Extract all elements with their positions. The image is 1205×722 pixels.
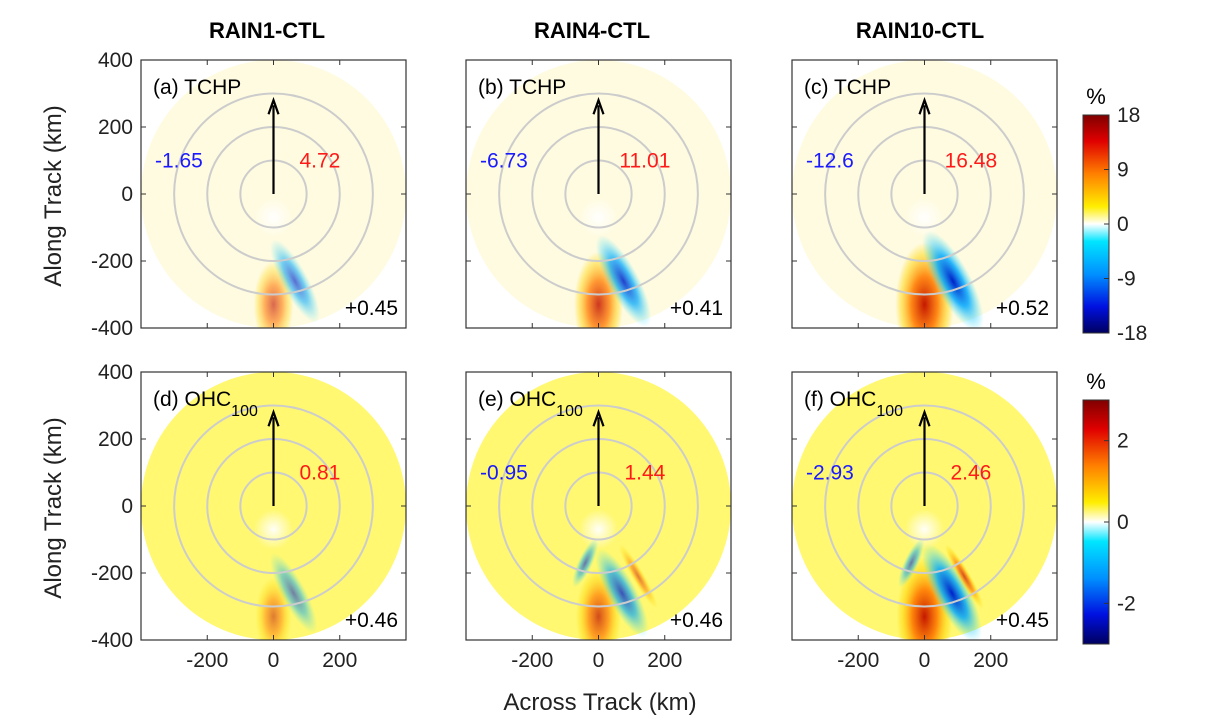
correlation-value: +0.41 [670,297,723,320]
x-tick-label: 0 [593,649,605,672]
colorbar-tick-label: -9 [1117,268,1136,291]
panel-6: -200 0 200(f) OHC100-2.93 2.46+0.45 [791,371,1058,672]
range-ring [173,92,374,296]
column-title-rain10: RAIN10-CTL [856,18,984,43]
arrow-head-icon [267,96,280,115]
colorbar-1: % 18 9 0 -9 -18 [1082,84,1147,345]
x-tick-label: 200 [322,649,357,672]
colorbar-unit: % [1086,369,1106,394]
y-tick-label: 400 [98,361,133,384]
y-tick-label: 0 [121,183,133,206]
colorbar-tick-label: 18 [1117,104,1140,127]
column-titles: RAIN1-CTL RAIN4-CTL RAIN10-CTL [209,18,984,43]
correlation-value: +0.45 [996,609,1049,632]
colorbar-2: % 2 0 -2 [1082,369,1136,645]
panel-1: 400 200 0 -200 -400 (a) TCHP -1.65 4.72 +0.45 [91,49,407,340]
correlation-value: +0.52 [996,297,1049,320]
positive-value: 2.46 [950,462,991,485]
arrow-head-icon [592,96,605,115]
panel-label: (b) TCHP [478,76,566,99]
cold-anomaly [922,543,982,640]
cold-anomaly-left [572,538,599,588]
y-tick-label: 200 [98,116,133,139]
colorbar-tick-label: -18 [1117,322,1147,345]
panel-label: (a) TCHP [153,76,241,99]
panel-label-subscript: 100 [876,403,903,420]
panels: 400 200 0 -200 -400 (a) TCHP -1.65 4.72 +0.45 (b)… [91,49,1058,672]
column-title-rain4: RAIN4-CTL [534,18,650,43]
y-tick-label: -400 [91,629,133,652]
panel-label: (c) TCHP [804,76,891,99]
correlation-value: +0.45 [345,297,398,320]
colorbar-tick-label: 9 [1117,159,1129,182]
range-ring [824,92,1025,296]
panel-5: -200 0 200(e) OHC100-0.95 1.44+0.46 [465,371,732,672]
y-tick-label: 200 [98,428,133,451]
y-tick-label: -400 [91,317,133,340]
negative-value: -0.95 [480,462,528,485]
x-axis-label: Across Track (km) [503,689,696,716]
colorbar-tick-label: 2 [1117,430,1129,453]
correlation-value: +0.46 [345,609,398,632]
y-axis-label-bottom: Along Track (km) [40,417,67,598]
panel-2: (b) TCHP -6.73 11.01 +0.41 [465,59,732,329]
colorbar-tick-label: 0 [1117,511,1129,534]
wake-front [904,197,945,238]
column-title-rain1: RAIN1-CTL [209,18,325,43]
colorbar-tick-label: 0 [1117,213,1129,236]
colorbar-unit: % [1086,84,1106,109]
y-tick-label: 0 [121,495,133,518]
wake-front [253,197,294,238]
y-tick-label: -200 [91,562,133,585]
x-tick-label: 0 [268,649,280,672]
colorbar-tick-label: -2 [1117,592,1136,615]
positive-value: 11.01 [619,150,670,173]
negative-value: -6.73 [480,150,528,173]
wake-front [904,509,945,550]
x-tick-label: 0 [919,649,931,672]
range-ring [498,404,699,608]
x-tick-label: -200 [837,649,879,672]
negative-value: -2.93 [806,462,854,485]
cold-anomaly [595,548,649,638]
x-tick-label: -200 [186,649,228,672]
arrow-head-icon [267,408,280,427]
range-ring [498,92,699,296]
negative-value: -12.6 [806,150,854,173]
cold-anomaly [922,230,984,328]
panel-label-subscript: 100 [556,403,583,420]
positive-value: 1.44 [624,462,665,485]
arrow-head-icon [918,408,931,427]
panel-3: (c) TCHP -12.6 16.48 +0.52 [791,59,1058,329]
panel-label-subscript: 100 [231,403,258,420]
colorbars: % 18 9 0 -9 -18% 2 0 -2 [1082,84,1147,645]
positive-value: 4.72 [299,150,340,173]
wake-front [578,197,619,238]
x-tick-label: 200 [973,649,1008,672]
wake-front [253,509,294,550]
wake-front [578,509,619,550]
x-tick-label: -200 [511,649,553,672]
y-tick-label: -200 [91,250,133,273]
positive-value: 0.81 [299,462,340,485]
correlation-value: +0.46 [670,609,723,632]
y-tick-label: 400 [98,49,133,72]
negative-value: -1.65 [155,150,203,173]
cold-anomaly [595,234,652,328]
range-ring [173,404,374,608]
cold-anomaly-left [898,538,925,588]
arrow-head-icon [592,408,605,427]
range-ring [824,404,1025,608]
positive-value: 16.48 [945,150,998,173]
x-tick-label: 200 [647,649,682,672]
arrow-head-icon [918,96,931,115]
y-axis-label-top: Along Track (km) [40,105,67,286]
